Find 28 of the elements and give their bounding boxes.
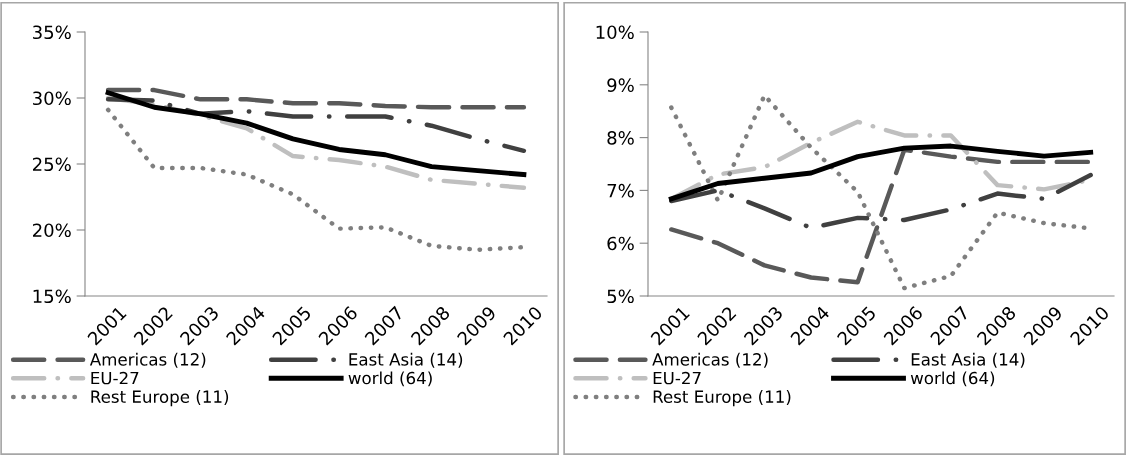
- legend-label: world (64): [910, 371, 995, 387]
- legend-label: East Asia (14): [911, 352, 1025, 368]
- legend-label: East Asia (14): [349, 352, 463, 368]
- legend-label: Rest Europe (11): [91, 390, 229, 407]
- legend-label: world (64): [348, 371, 432, 387]
- y-tick-label: 7%: [607, 183, 634, 198]
- y-tick-label: 25%: [33, 157, 71, 172]
- y-tick-label: 35%: [33, 25, 71, 40]
- y-tick-label: 15%: [33, 289, 71, 304]
- legend-label: Rest Europe (11): [653, 390, 791, 407]
- legend-label: EU-27: [653, 371, 701, 385]
- y-tick-label: 6%: [607, 236, 634, 251]
- y-tick-label: 30%: [33, 91, 71, 106]
- line-series: [669, 147, 1093, 285]
- line-series: [668, 143, 1094, 202]
- legend-label: EU-27: [91, 371, 139, 385]
- line-series: [669, 172, 1093, 231]
- line-series: [105, 97, 527, 154]
- line-series: [105, 90, 527, 177]
- legend-label: Americas (12): [652, 352, 768, 368]
- y-tick-label: 8%: [607, 131, 634, 145]
- y-tick-label: 9%: [607, 78, 634, 92]
- y-tick-label: 20%: [33, 223, 71, 238]
- line-series: [105, 95, 527, 190]
- y-tick-label: 5%: [607, 289, 634, 304]
- y-tick-label: 10%: [596, 25, 634, 40]
- line-series: [105, 87, 527, 110]
- legend-label: Americas (12): [89, 352, 206, 368]
